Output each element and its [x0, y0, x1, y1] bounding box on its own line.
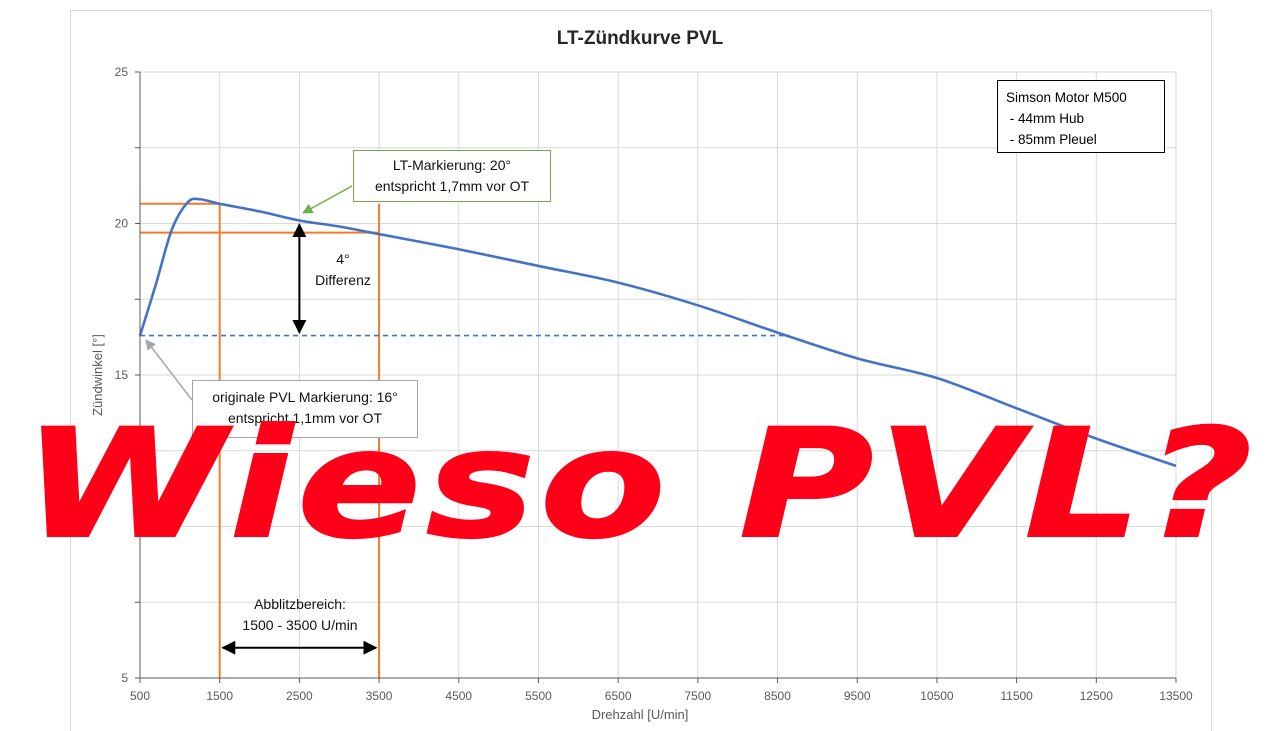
x-tick-label: 11500 — [1000, 689, 1033, 703]
y-tick-label: 20 — [115, 217, 129, 231]
x-tick-label: 3500 — [366, 689, 393, 703]
x-tick-label: 6500 — [605, 689, 632, 703]
legend-box: Simson Motor M500 - 44mm Hub - 85mm Pleu… — [997, 80, 1165, 153]
axes: 500 1500 2500 3500 4500 5500 6500 7500 8500 9500 1… — [90, 65, 1193, 703]
orange-marker-lines — [140, 202, 381, 678]
y-axis-label: Zündwinkel [°] — [90, 334, 105, 416]
pvl-marking-callout: originale PVL Markierung: 16° entspricht… — [192, 380, 418, 438]
legend-line-2: - 44mm Hub — [1006, 111, 1085, 126]
legend-line-3: - 85mm Pleuel — [1006, 132, 1097, 147]
x-tick-label: 7500 — [684, 689, 711, 703]
x-tick-label: 4500 — [445, 689, 472, 703]
pvl-callout-pointer — [145, 339, 193, 401]
difference-value: 4° — [336, 251, 350, 267]
x-tick-label: 5500 — [525, 689, 552, 703]
chart-frame — [70, 10, 1212, 731]
x-tick-label: 10500 — [920, 689, 954, 703]
lt-callout-line-2: entspricht 1,7mm vor OT — [374, 178, 530, 194]
abblitz-annotation: Abblitzbereich: 1500 - 3500 U/min — [222, 594, 378, 636]
pvl-callout-line-1: originale PVL Markierung: 16° — [212, 389, 398, 405]
gridlines — [139, 71, 1177, 679]
overlay-headline: Wieso PVL? — [22, 398, 1258, 572]
difference-annotation: 4° Differenz — [305, 249, 381, 291]
series-group — [138, 197, 1177, 468]
x-tick-label: 13500 — [1159, 689, 1193, 703]
lt-callout-line-1: LT-Markierung: 20° — [392, 157, 512, 173]
abblitz-range: 1500 - 3500 U/min — [242, 617, 358, 633]
x-tick-label: 8500 — [764, 689, 791, 703]
x-tick-label: 500 — [130, 689, 150, 703]
x-tick-label: 9500 — [844, 689, 871, 703]
ignition-curve-line — [138, 197, 1177, 468]
y-tick-label: 5 — [121, 671, 128, 685]
y-tick-label: 25 — [115, 65, 129, 79]
lt-marking-callout: LT-Markierung: 20° entspricht 1,7mm vor … — [353, 150, 551, 202]
x-axis-label: Drehzahl [U/min] — [591, 707, 689, 722]
abblitz-label: Abblitzbereich: — [254, 596, 346, 612]
chart-title: LT-Zündkurve PVL — [556, 28, 724, 49]
pvl-callout-line-2: entspricht 1,1mm vor OT — [227, 410, 383, 426]
x-tick-label: 12500 — [1080, 689, 1114, 703]
legend-line-1: Simson Motor M500 — [1006, 90, 1127, 105]
y-tick-label: 15 — [115, 368, 129, 382]
lt-callout-pointer — [302, 185, 353, 214]
difference-label: Differenz — [315, 272, 371, 288]
annotation-arrows — [145, 185, 378, 655]
x-tick-label: 1500 — [206, 689, 233, 703]
x-tick-label: 2500 — [286, 689, 313, 703]
